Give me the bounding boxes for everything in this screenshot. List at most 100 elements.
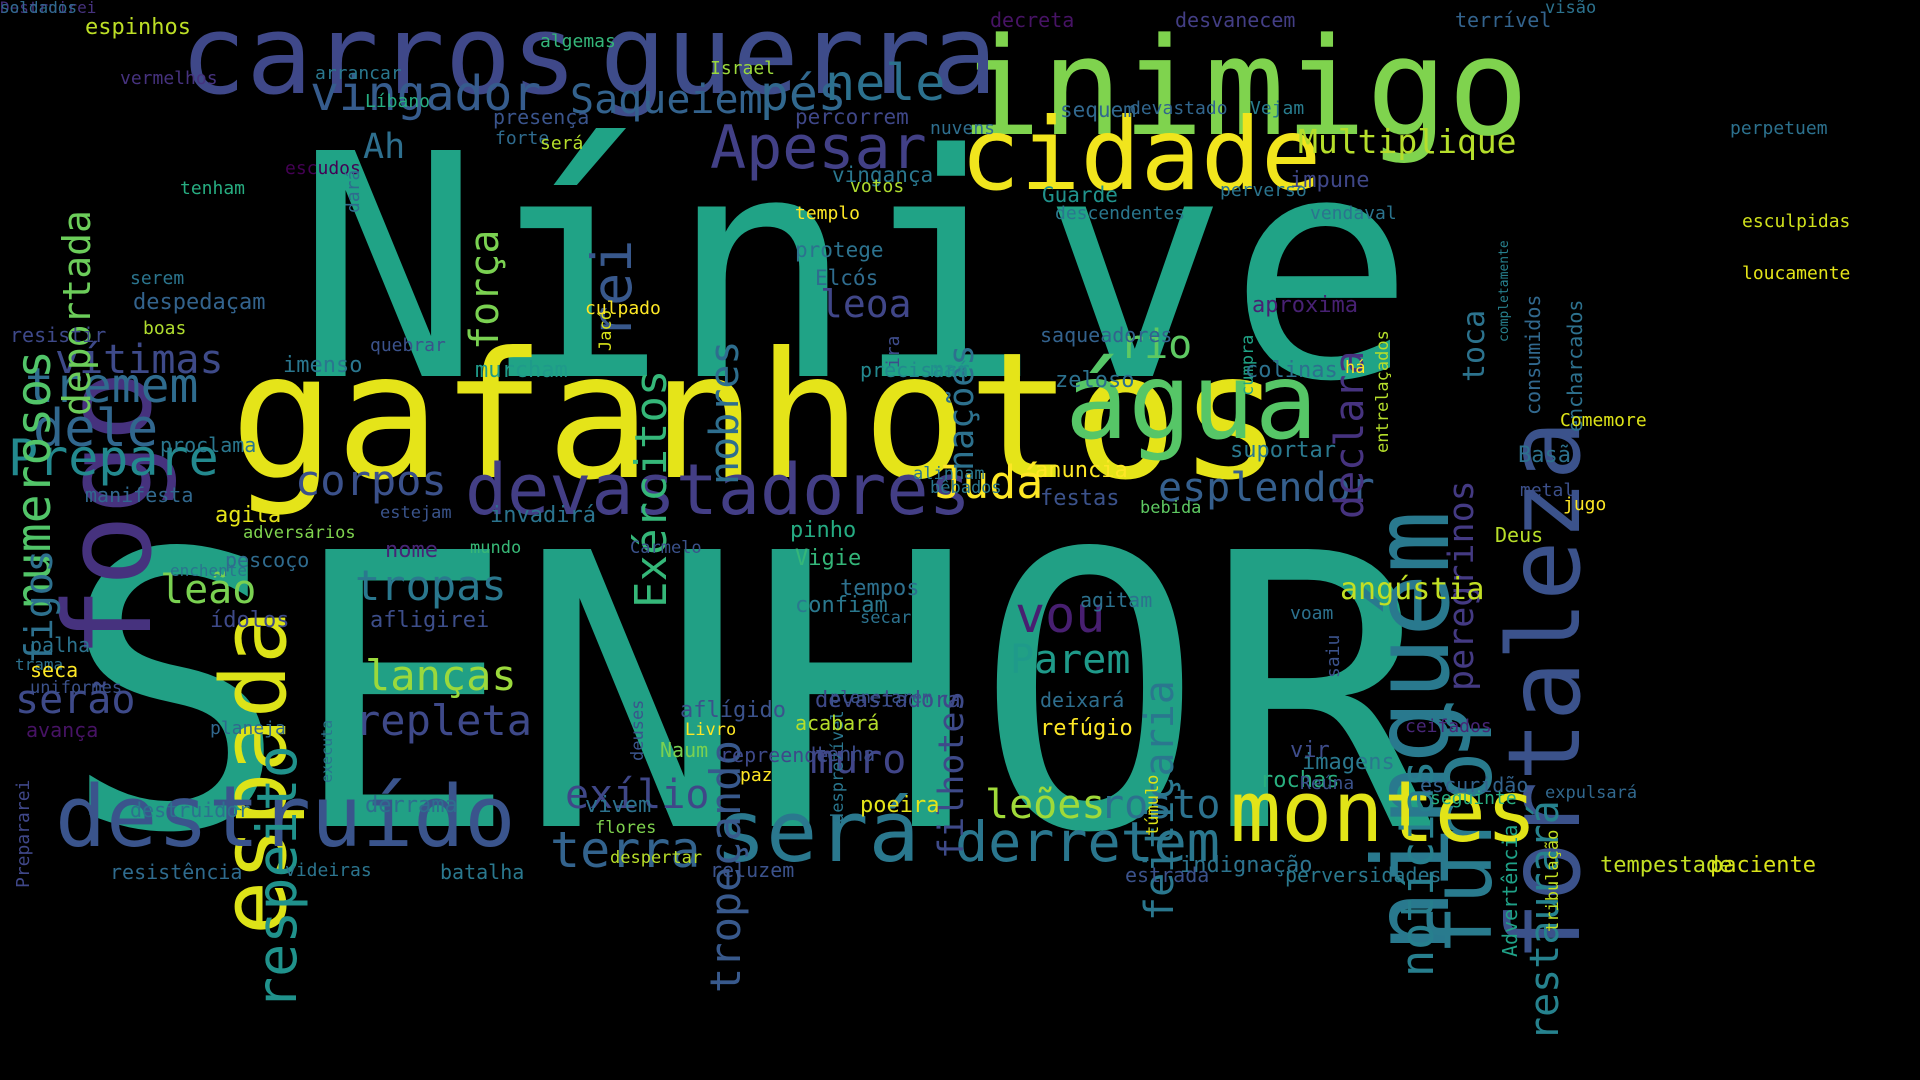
word-79: Advertência bbox=[1498, 824, 1522, 957]
word-73: tempestade bbox=[1600, 853, 1733, 878]
word-72: escuridão bbox=[1420, 773, 1529, 797]
word-153: secar bbox=[860, 608, 912, 628]
word-56: nobres bbox=[702, 340, 748, 486]
word-86: Comemore bbox=[1560, 410, 1647, 431]
word-175: Naum bbox=[660, 738, 709, 762]
word-48: muro bbox=[810, 737, 907, 783]
word-54: leão bbox=[160, 567, 257, 613]
word-147: mundo bbox=[470, 538, 522, 558]
word-30: Exércitos bbox=[626, 369, 677, 608]
word-155: agitam bbox=[1080, 588, 1153, 612]
word-33: Judá bbox=[935, 456, 1044, 509]
word-101: sequem bbox=[1060, 98, 1136, 122]
word-140: bêbados bbox=[930, 478, 1002, 498]
word-116: despedaçam bbox=[133, 290, 266, 315]
word-170: tenha bbox=[815, 742, 876, 766]
word-64: consumidos bbox=[1521, 294, 1545, 415]
word-41: lanças bbox=[365, 651, 517, 700]
word-145: pescoço bbox=[225, 548, 310, 572]
word-172: refúgio bbox=[1040, 716, 1133, 741]
word-160: palha bbox=[30, 633, 91, 657]
word-135: agita bbox=[215, 503, 282, 528]
word-107: votos bbox=[850, 176, 905, 197]
word-4: carros bbox=[180, 0, 578, 119]
word-128: mar bbox=[930, 358, 970, 383]
word-103: devastado bbox=[1130, 98, 1228, 119]
word-21: nele bbox=[825, 54, 946, 112]
word-104: Vejam bbox=[1250, 98, 1305, 119]
word-82: esculpidas bbox=[1742, 211, 1851, 232]
word-164: executa bbox=[318, 719, 336, 783]
word-44: filhotes bbox=[932, 690, 972, 859]
word-130: colinas bbox=[1245, 358, 1338, 383]
word-70: suportar bbox=[1230, 438, 1336, 463]
word-185: expulsará bbox=[1545, 783, 1638, 803]
word-114: dará bbox=[343, 169, 364, 213]
word-0: SENHOR bbox=[60, 473, 1433, 916]
word-196: resistência bbox=[110, 860, 243, 884]
word-42: repleta bbox=[355, 696, 533, 745]
word-84: metal bbox=[1520, 480, 1575, 501]
word-176: avança bbox=[26, 718, 99, 742]
word-117: boas bbox=[143, 318, 187, 339]
word-96: decreta bbox=[990, 8, 1075, 32]
word-20: pés bbox=[760, 66, 847, 122]
word-26: dele bbox=[33, 399, 159, 459]
word-14: destruído bbox=[55, 768, 516, 867]
word-74: paciente bbox=[1710, 853, 1816, 878]
word-187: destruidor bbox=[130, 798, 251, 822]
word-184: seguinte bbox=[1430, 788, 1517, 809]
word-141: anuncia bbox=[1035, 458, 1128, 483]
word-150: Vigie bbox=[795, 546, 862, 571]
word-125: entrelaçados bbox=[1373, 330, 1393, 453]
word-69: Elcós bbox=[815, 266, 879, 290]
word-126: saqueadores bbox=[1040, 323, 1173, 347]
word-95: algemas bbox=[540, 31, 616, 52]
word-19: Saqueiem bbox=[570, 77, 763, 123]
word-144: enchente bbox=[170, 561, 248, 580]
word-78: aproxima bbox=[1252, 293, 1358, 318]
word-152: confiam bbox=[795, 593, 888, 618]
word-25: tremem bbox=[25, 358, 199, 414]
word-198: batalha bbox=[440, 860, 525, 884]
word-102: nuvens bbox=[930, 118, 996, 139]
word-60: toca bbox=[1457, 309, 1492, 382]
word-165: deuses bbox=[628, 699, 648, 761]
word-133: proclama bbox=[160, 433, 257, 457]
word-171: deixará bbox=[1040, 688, 1125, 712]
word-76: rochas bbox=[1260, 768, 1340, 793]
word-181: imagens bbox=[1302, 750, 1395, 775]
word-94: será bbox=[540, 133, 584, 154]
word-5: guerra bbox=[600, 0, 998, 119]
word-179: paz bbox=[740, 765, 773, 786]
word-34: Multiplique bbox=[1298, 122, 1517, 161]
word-63: Deus bbox=[1495, 523, 1544, 547]
word-162: seca bbox=[30, 658, 79, 682]
word-108: templo bbox=[795, 203, 861, 224]
word-188: derrama bbox=[365, 793, 458, 818]
word-52: serão bbox=[15, 677, 136, 723]
word-122: culpado bbox=[585, 298, 661, 319]
word-120: imenso bbox=[283, 353, 363, 378]
word-191: flores bbox=[595, 818, 657, 838]
word-186: Prepararei bbox=[13, 779, 34, 888]
word-163: uniformes bbox=[30, 678, 123, 698]
word-90: Israel bbox=[710, 58, 776, 79]
word-46: Parem bbox=[1010, 637, 1131, 683]
word-151: tempos bbox=[840, 576, 920, 601]
word-182: Reúna bbox=[1300, 773, 1355, 794]
word-180: ceifados bbox=[1405, 716, 1492, 737]
word-148: Carmelo bbox=[630, 538, 702, 558]
word-158: ídolos bbox=[210, 608, 290, 633]
word-134: manifesta bbox=[85, 483, 194, 507]
word-91: Líbano bbox=[365, 91, 431, 112]
word-178: repreende bbox=[720, 743, 829, 767]
word-71: impune bbox=[1290, 168, 1370, 193]
word-146: nome bbox=[385, 538, 438, 563]
word-29: deportada bbox=[55, 210, 99, 416]
word-57: rio bbox=[1120, 322, 1193, 368]
word-119: quebrar bbox=[370, 335, 446, 356]
word-161: trama bbox=[15, 655, 64, 674]
word-49: exílio bbox=[565, 772, 710, 818]
